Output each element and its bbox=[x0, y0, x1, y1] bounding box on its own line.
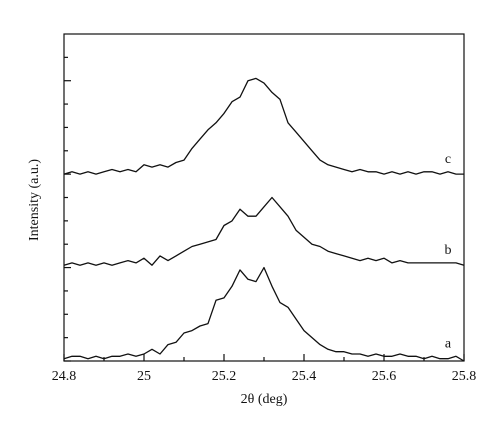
tick-labels: 24.8 25 25.2 25.4 25.6 25.8 a b c bbox=[52, 152, 477, 384]
series-lines bbox=[63, 77, 465, 362]
x-tick-label: 25.8 bbox=[452, 369, 477, 384]
series-line-b bbox=[63, 196, 465, 266]
series-label-c: c bbox=[445, 152, 451, 167]
plot-frame bbox=[63, 33, 465, 362]
y-axis-title: Intensity (a.u.) bbox=[27, 159, 42, 241]
x-tick-label: 25.6 bbox=[372, 369, 397, 384]
tick-marks bbox=[63, 56, 465, 362]
series-line-c bbox=[63, 77, 464, 175]
series-label-b: b bbox=[445, 243, 452, 258]
series-label-a: a bbox=[445, 336, 452, 351]
x-axis-title: 2θ (deg) bbox=[241, 392, 288, 407]
x-tick-label: 25.4 bbox=[292, 369, 317, 384]
x-tick-label: 24.8 bbox=[52, 369, 77, 384]
series-line-a bbox=[63, 266, 465, 362]
x-tick-label: 25.2 bbox=[212, 369, 237, 384]
x-tick-label: 25 bbox=[137, 369, 151, 384]
